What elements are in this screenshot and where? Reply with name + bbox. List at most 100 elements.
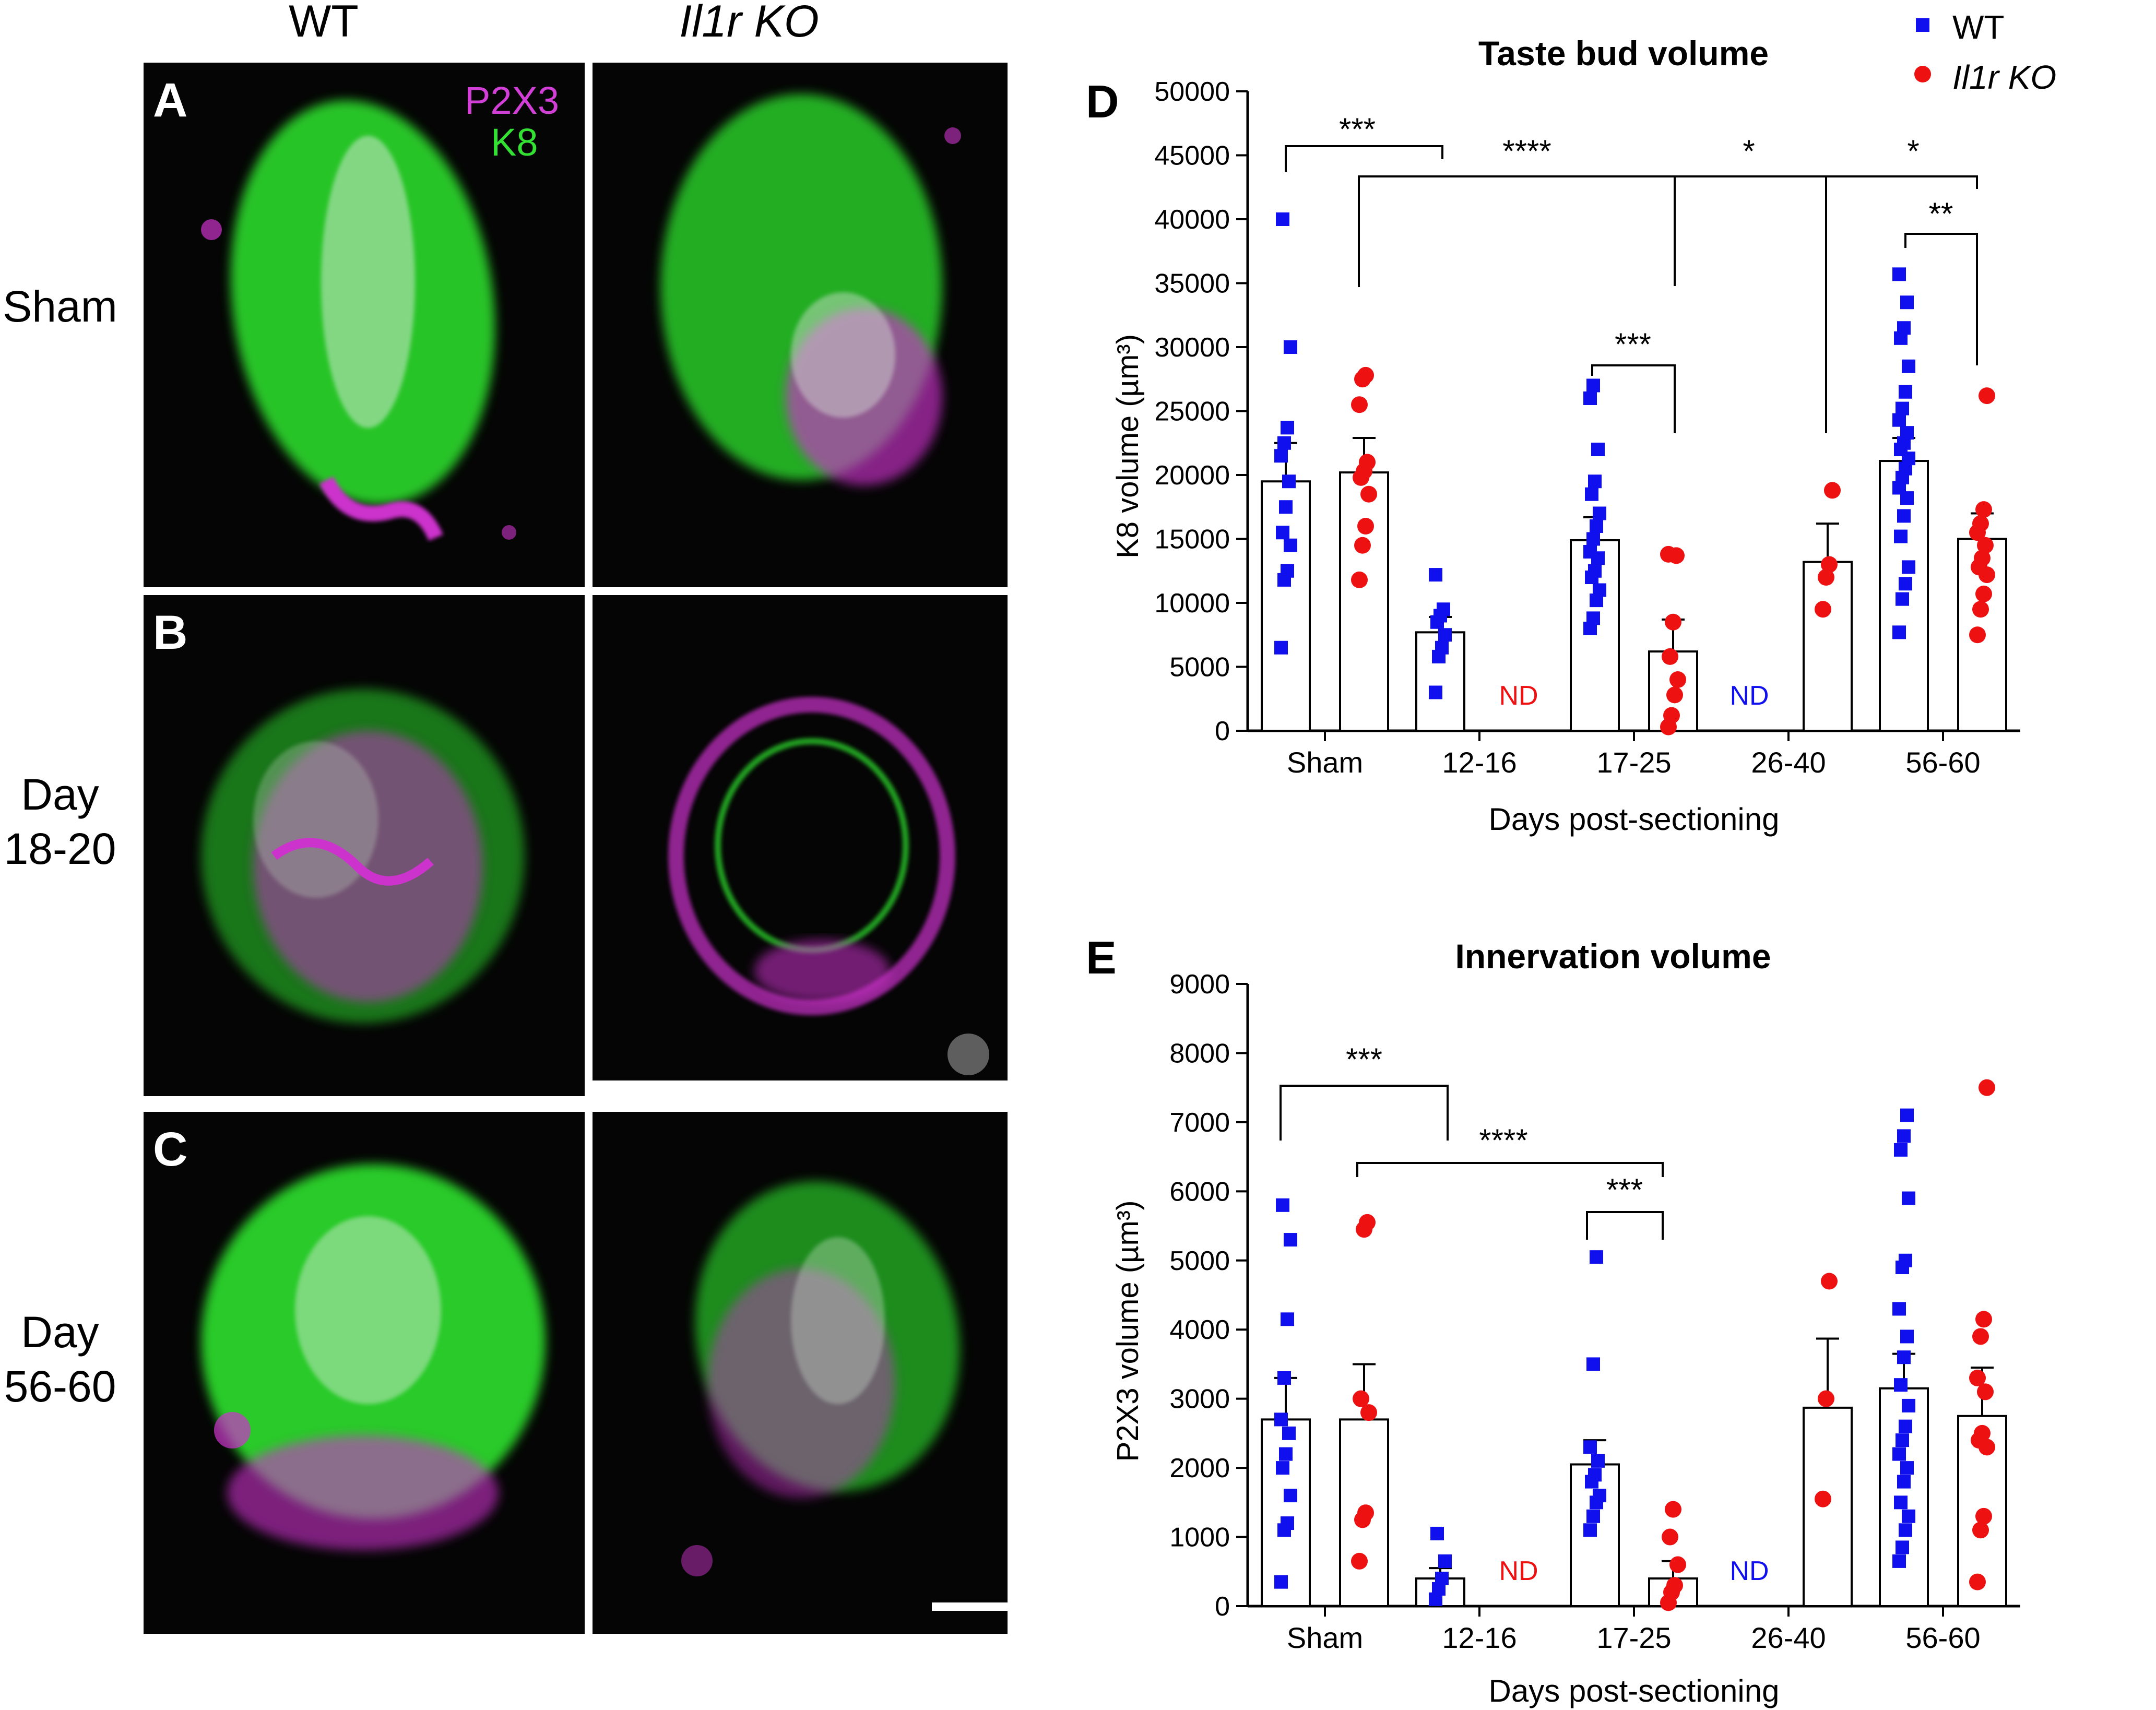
data-point <box>1351 1552 1368 1570</box>
row-label-line1: Day <box>21 770 99 819</box>
data-point <box>1593 1489 1606 1503</box>
data-point <box>1590 1250 1603 1264</box>
data-point <box>1588 474 1602 489</box>
data-point <box>1894 1143 1908 1157</box>
data-point <box>1662 648 1678 665</box>
data-point <box>1979 1079 1995 1096</box>
data-point <box>1972 1328 1989 1345</box>
micrograph-wt-day-18-20: B <box>144 595 585 1096</box>
bar <box>1803 561 1853 732</box>
row-label-line2: 18-20 <box>4 824 116 873</box>
data-point <box>1896 592 1909 606</box>
data-point <box>1896 1433 1909 1447</box>
data-point <box>1892 1447 1906 1461</box>
y-tick-label: 30000 <box>1154 332 1230 363</box>
data-point <box>1357 366 1374 384</box>
data-point <box>1662 1528 1678 1546</box>
data-point <box>1660 545 1677 563</box>
data-point <box>1666 1577 1683 1594</box>
chart-title-e: Innervation volume <box>1455 937 1771 976</box>
data-point <box>1591 443 1605 456</box>
x-tick-label: 56-60 <box>1905 1621 1980 1654</box>
data-point <box>1979 387 1995 405</box>
data-point <box>1282 1426 1296 1440</box>
data-point <box>1977 537 1994 554</box>
x-axis-label-d: Days post-sectioning <box>1489 802 1780 837</box>
x-tick-label: 12-16 <box>1442 746 1517 779</box>
data-point <box>1977 1383 1994 1400</box>
data-point <box>1900 295 1914 310</box>
data-point <box>1586 1357 1600 1371</box>
data-point <box>1669 1556 1686 1573</box>
annotation-d-2: **** <box>1502 134 1551 169</box>
data-point <box>1821 1273 1838 1290</box>
legend-wt-label: WT <box>1952 8 2005 46</box>
data-point <box>1892 1302 1906 1316</box>
micrograph-ko-sham <box>593 63 1008 587</box>
row-label-line2: 56-60 <box>4 1362 116 1411</box>
y-tick-label: 9000 <box>1169 969 1230 1000</box>
data-point <box>1665 1501 1681 1518</box>
data-point <box>1894 529 1908 543</box>
x-tick-label: 17-25 <box>1596 1621 1671 1654</box>
data-point <box>1818 569 1834 586</box>
data-point <box>1815 601 1831 618</box>
y-axis-label-e: P2X3 volume (µm³) <box>1111 1201 1145 1462</box>
y-tick-label: 6000 <box>1169 1177 1230 1207</box>
data-point <box>1669 671 1686 688</box>
data-point <box>1284 1233 1297 1247</box>
data-point <box>1815 1490 1831 1507</box>
y-tick-label: 5000 <box>1169 1246 1230 1276</box>
column-header-il1r-ko: Il1r KO <box>540 0 958 48</box>
x-tick-label: 17-25 <box>1596 746 1671 779</box>
data-point <box>1588 1468 1602 1482</box>
data-point <box>1969 1573 1986 1590</box>
data-point <box>1897 1350 1911 1364</box>
row-label-day-18-20: Day 18-20 <box>0 767 128 876</box>
stain-label-p2x3: P2X3 <box>465 79 560 122</box>
data-point <box>1900 1108 1914 1122</box>
data-point <box>1281 1312 1294 1326</box>
y-tick-label: 25000 <box>1154 397 1230 427</box>
annotation-d-1: *** <box>1339 112 1376 147</box>
points-e: ND ND <box>1274 1079 1995 1611</box>
data-point <box>1357 518 1374 535</box>
legend: WT Il1r KO <box>1914 8 2056 96</box>
x-tick-label: Sham <box>1287 746 1363 779</box>
y-tick-label: 5000 <box>1169 652 1230 683</box>
data-point <box>1974 550 1991 567</box>
data-point <box>1897 321 1911 335</box>
bar <box>1261 480 1311 732</box>
data-point <box>1975 501 1992 518</box>
data-point <box>1274 1575 1288 1589</box>
data-point <box>1586 1509 1600 1523</box>
data-point <box>1583 391 1597 405</box>
data-point <box>1282 474 1296 489</box>
scale-bar <box>932 1602 1008 1611</box>
nd-label: ND <box>1729 681 1769 711</box>
axes-d: 0 5000 10000 15000 20000 25000 30000 35000 40000… <box>1154 77 2020 779</box>
chart-letter-d: D <box>1086 76 1119 127</box>
data-point <box>1902 1398 1915 1412</box>
data-point <box>1274 1412 1288 1427</box>
data-point <box>1899 385 1912 399</box>
bracket-d-2 <box>1358 175 1978 287</box>
data-point <box>1276 526 1289 540</box>
data-point <box>1663 707 1680 724</box>
data-point <box>1354 537 1371 554</box>
panel-letter-a: A <box>153 74 188 127</box>
data-point <box>1438 1554 1452 1568</box>
data-point <box>1900 426 1914 440</box>
data-point <box>1284 1489 1297 1503</box>
annotation-d-3: * <box>1743 134 1755 169</box>
row-label-sham: Sham <box>0 279 128 334</box>
legend-ko-label: Il1r KO <box>1952 58 2056 96</box>
chart-letter-e: E <box>1086 932 1117 983</box>
significance-d: *** **** * * ** *** <box>1285 112 1978 433</box>
data-point <box>1429 685 1442 699</box>
data-point <box>1974 1424 1991 1442</box>
data-point <box>1586 611 1600 625</box>
data-point <box>1359 1214 1376 1231</box>
data-point <box>1590 519 1603 533</box>
annotation-e-3: *** <box>1606 1172 1643 1207</box>
